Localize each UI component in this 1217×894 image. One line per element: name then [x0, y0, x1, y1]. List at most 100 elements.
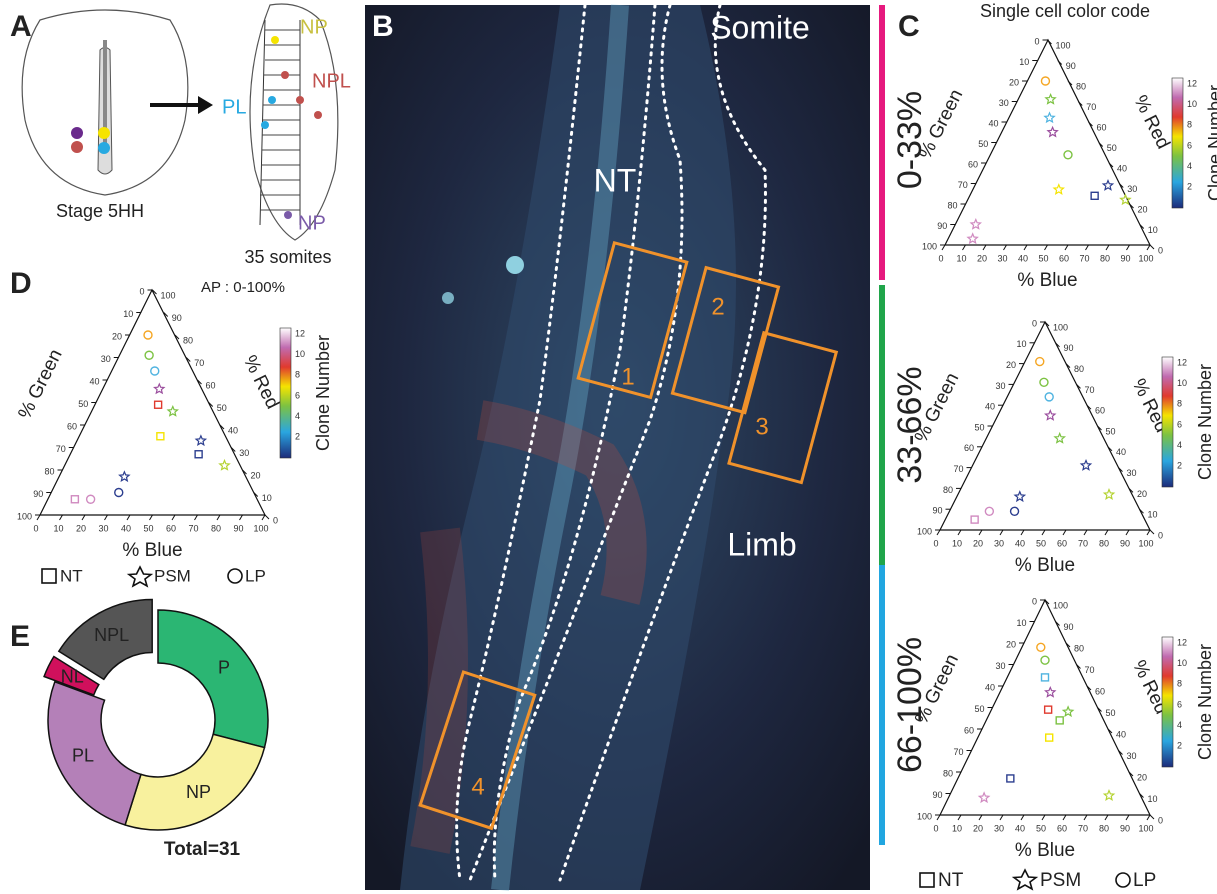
range-bar	[879, 565, 885, 845]
tick-label: 20	[1006, 360, 1016, 370]
ternary-frame	[40, 290, 265, 515]
tick-label: 70	[958, 180, 968, 190]
colorbar-tick-label: 10	[1177, 378, 1187, 388]
tick-label: 90	[1120, 538, 1130, 548]
tick-label: 40	[121, 523, 131, 533]
tick-label: 30	[994, 823, 1004, 833]
data-point	[1091, 192, 1098, 199]
tick-label: 90	[1064, 622, 1074, 632]
tick	[1000, 815, 1003, 820]
colorbar-tick-label: 6	[1177, 419, 1182, 429]
tick-label: 30	[98, 523, 108, 533]
tick-label: 50	[1036, 823, 1046, 833]
tick-label: 80	[183, 335, 193, 345]
tick-label: 30	[1127, 468, 1137, 478]
colorbar-tick-label: 8	[1187, 120, 1192, 130]
colorbar-tick-label: 4	[1177, 440, 1182, 450]
tick-label: 0	[33, 523, 38, 533]
tick	[958, 530, 961, 535]
tick-label: 70	[188, 523, 198, 533]
tick-label: 90	[1064, 343, 1074, 353]
tick-label: 20	[977, 253, 987, 263]
colorbar-tick-label: 2	[1177, 741, 1182, 751]
tick	[937, 815, 940, 820]
tick-label: 30	[1127, 751, 1137, 761]
segment-label: PL	[72, 746, 94, 766]
tick	[1147, 245, 1150, 250]
data-point	[151, 367, 159, 375]
tick-label: 60	[1057, 823, 1067, 833]
tick-label: 20	[1137, 489, 1147, 499]
colorbar-tick-label: 8	[1177, 399, 1182, 409]
segment-label: NP	[186, 782, 211, 802]
tick-label: 40	[228, 425, 238, 435]
legend-label: NT	[938, 870, 964, 891]
tick	[1024, 245, 1027, 250]
tick	[1126, 530, 1129, 535]
data-point	[1055, 434, 1065, 443]
colorbar-tick-label: 10	[295, 349, 305, 359]
tick-label: 50	[1038, 253, 1048, 263]
tick-label: 70	[1085, 385, 1095, 395]
data-point	[1011, 507, 1019, 515]
data-point	[1103, 181, 1113, 190]
data-point	[1104, 490, 1114, 499]
colorbar-tick-label: 2	[295, 432, 300, 442]
tick-label: 0	[1032, 318, 1037, 328]
tick-label: 20	[76, 523, 86, 533]
tick-label: 50	[1107, 143, 1117, 153]
colorbar-tick-label: 6	[295, 390, 300, 400]
box-label: 4	[471, 773, 484, 800]
tick-label: 60	[964, 443, 974, 453]
data-point	[115, 489, 123, 497]
tick	[37, 515, 40, 520]
tick-label: 100	[917, 811, 932, 821]
tick-label: 40	[1116, 447, 1126, 457]
data-point	[1048, 127, 1058, 136]
data-point	[1046, 95, 1056, 104]
tick	[1147, 815, 1150, 820]
tick-label: 90	[33, 489, 43, 499]
tick	[942, 245, 945, 250]
tick	[217, 515, 220, 520]
tick-label: 60	[1095, 686, 1105, 696]
tick	[82, 515, 85, 520]
axis-label: % Blue	[1015, 840, 1075, 861]
data-point	[1045, 393, 1053, 401]
tick-label: 20	[251, 470, 261, 480]
tick-label: 10	[1016, 618, 1026, 628]
data-point	[1036, 358, 1044, 366]
colorbar-tick-label: 12	[1187, 78, 1197, 88]
tick	[1150, 530, 1154, 534]
segment-label: NL	[61, 667, 84, 687]
tick-label: 0	[933, 823, 938, 833]
data-point	[1037, 643, 1045, 651]
legend-label: LP	[245, 566, 266, 585]
microscopy-image	[365, 5, 870, 890]
data-point	[971, 220, 981, 229]
colorbar-label: Clone Number	[1205, 85, 1217, 201]
tick-label: 10	[262, 493, 272, 503]
tick	[1000, 530, 1003, 535]
data-point	[1042, 674, 1049, 681]
box-label: 3	[755, 413, 768, 440]
tick-label: 40	[988, 118, 998, 128]
tick-label: 30	[995, 381, 1005, 391]
colorbar-tick-label: 12	[1177, 357, 1187, 367]
tick-label: 70	[1086, 102, 1096, 112]
axis-label: % Blue	[1017, 270, 1077, 291]
legend-label: PSM	[154, 566, 191, 585]
tick	[1063, 530, 1066, 535]
tick-label: 60	[166, 523, 176, 533]
tick	[1065, 245, 1068, 250]
region-label: Somite	[710, 9, 810, 45]
legend-label: PSM	[1040, 870, 1081, 891]
tick-label: 20	[1138, 204, 1148, 214]
tick-label: 10	[956, 253, 966, 263]
tick-label: 80	[1074, 643, 1084, 653]
box-label: 2	[711, 293, 724, 320]
tick-label: 100	[1138, 823, 1153, 833]
tick-label: 30	[994, 538, 1004, 548]
tick-label: 10	[1148, 510, 1158, 520]
figure: A Stage 5HH 35 somites NP NPL PL NP B So…	[0, 0, 1217, 894]
